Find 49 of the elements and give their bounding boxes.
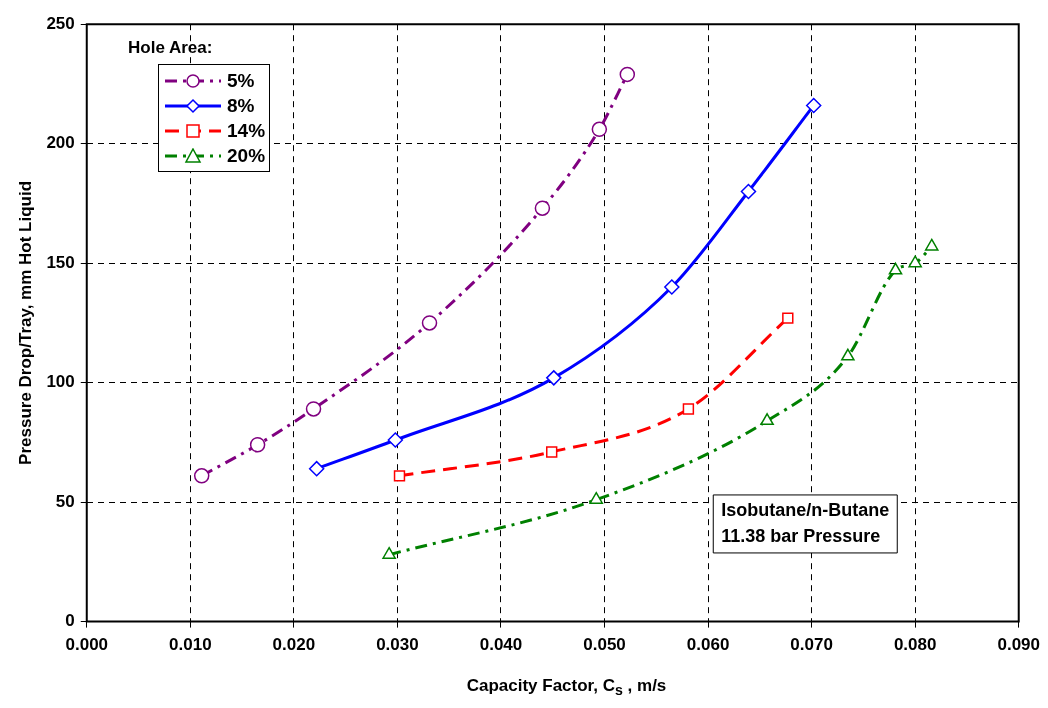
- point: [546, 446, 558, 458]
- point: [393, 470, 406, 482]
- y-tick-label: 100: [46, 372, 75, 392]
- x-tick-label: 0.040: [479, 635, 523, 655]
- point: [382, 546, 396, 559]
- point: [193, 468, 210, 484]
- point: [387, 432, 404, 448]
- point: [924, 238, 939, 251]
- point: [760, 413, 774, 426]
- legend-label: 14%: [227, 119, 266, 142]
- point: [249, 437, 266, 453]
- x-tick-label: 0.070: [790, 635, 833, 655]
- legend-label: 5%: [227, 69, 255, 92]
- x-tick-label: 0.030: [376, 635, 419, 655]
- y-tick-label: 150: [46, 252, 75, 272]
- point: [782, 312, 794, 324]
- point: [534, 200, 551, 216]
- point: [591, 121, 608, 138]
- y-tick-label: 0: [65, 611, 75, 631]
- annotation: 11.38 bar Pressure: [721, 525, 881, 546]
- legend-title: Hole Area:: [128, 38, 214, 58]
- point: [740, 183, 757, 200]
- annotation: Isobutane/n-Butane: [721, 499, 890, 520]
- x-tick-label: 0.080: [893, 635, 937, 655]
- x-axis-title: Capacity Factor, C$_{s}$ , m/s: [465, 676, 668, 699]
- y-tick-label: 200: [46, 133, 75, 153]
- y-axis-title: Pressure Drop/Tray, mm Hot Liquid: [15, 180, 35, 465]
- point: [589, 491, 604, 504]
- x-tick-label: 0.060: [686, 635, 730, 655]
- point: [805, 97, 822, 114]
- x-tick-label: 0.090: [997, 635, 1040, 655]
- x-tick-label: 0.010: [169, 635, 212, 655]
- x-tick-label: 0.000: [65, 635, 109, 655]
- point: [421, 315, 438, 331]
- y-tick-label: 50: [55, 491, 75, 511]
- y-tick-label: 250: [46, 13, 75, 33]
- point: [841, 348, 855, 361]
- point: [546, 370, 562, 386]
- point: [305, 401, 322, 417]
- point: [619, 66, 636, 83]
- x-tick-label: 0.020: [272, 635, 316, 655]
- point: [308, 460, 325, 477]
- legend-label: 8%: [227, 94, 255, 117]
- legend-label: 20%: [227, 144, 266, 167]
- point: [908, 255, 922, 268]
- point: [664, 279, 680, 295]
- x-tick-label: 0.050: [583, 635, 626, 655]
- point: [888, 262, 903, 275]
- point: [682, 403, 695, 415]
